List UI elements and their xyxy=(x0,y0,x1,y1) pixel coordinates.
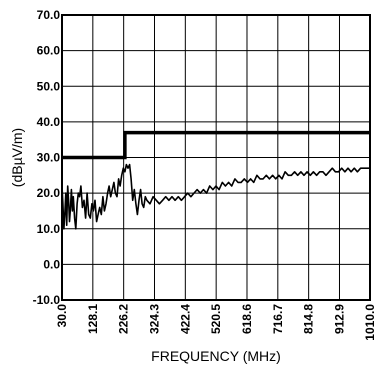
y-tick-label: 20.0 xyxy=(37,186,61,200)
y-tick-label: 50.0 xyxy=(37,79,61,93)
x-tick-labels: 30.0 128.1 226.2 324.3 422.4 520.5 618.6 716.7 8… xyxy=(55,304,374,341)
y-axis-title: (dBµV/m) xyxy=(9,128,25,187)
plot-frame xyxy=(61,14,371,301)
limit-line xyxy=(62,130,370,160)
x-tick-label: 128.1 xyxy=(86,304,100,334)
x-tick-label: 814.8 xyxy=(302,304,316,334)
y-tick-label: 10.0 xyxy=(37,222,61,236)
y-tick-label: 40.0 xyxy=(37,115,61,129)
y-tick-label: 0.0 xyxy=(43,257,60,271)
x-tick-label: 912.9 xyxy=(332,304,346,334)
y-tick-labels: -10.0 0.0 10.0 20.0 30.0 40.0 50.0 60.0 70.0 xyxy=(33,8,61,307)
x-tick-label: 30.0 xyxy=(55,304,69,328)
series-layer xyxy=(61,130,370,230)
y-tick-label: 70.0 xyxy=(37,8,61,22)
x-tick-label: 226.2 xyxy=(117,304,131,334)
x-tick-label: 324.3 xyxy=(147,304,161,334)
x-tick-label: 716.7 xyxy=(271,304,285,334)
x-tick-label: 618.6 xyxy=(240,304,254,334)
measured-emission-line xyxy=(61,163,370,230)
y-tick-label: 30.0 xyxy=(37,151,61,165)
x-tick-label: 422.4 xyxy=(178,304,192,334)
x-axis-title: FREQUENCY (MHz) xyxy=(151,348,281,364)
y-tick-label: -10.0 xyxy=(33,293,61,307)
x-tick-label: 520.5 xyxy=(209,304,223,334)
y-tick-label: 60.0 xyxy=(37,44,61,58)
grid-lines xyxy=(61,14,371,301)
x-tick-label: 1010.0 xyxy=(363,304,374,341)
